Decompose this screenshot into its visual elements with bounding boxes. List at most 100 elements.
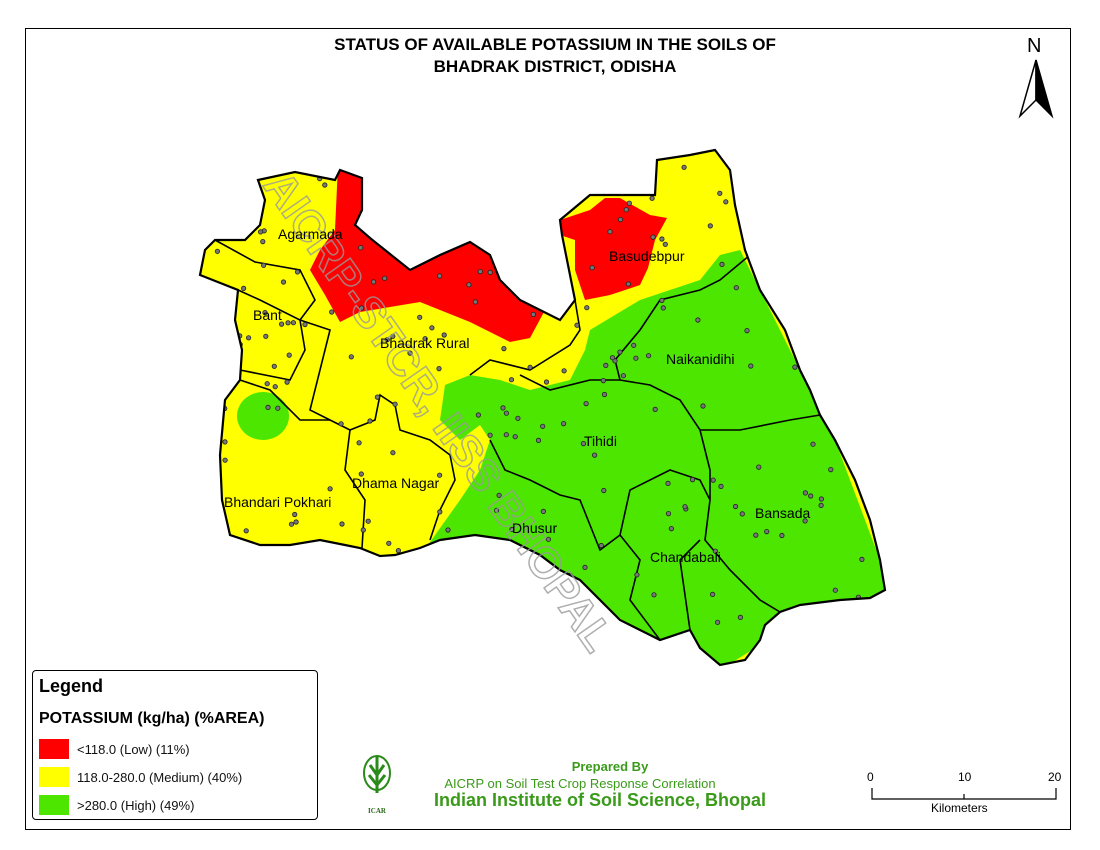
sample-point	[386, 540, 392, 546]
sample-point	[617, 349, 623, 355]
sample-point	[723, 199, 729, 205]
sample-point	[219, 234, 225, 240]
sample-point	[263, 652, 269, 658]
sample-point	[460, 202, 467, 208]
sample-point	[285, 320, 291, 326]
map-title: STATUS OF AVAILABLE POTASSIUM IN THE SOI…	[200, 34, 910, 78]
sample-point	[818, 502, 824, 508]
sample-point	[707, 223, 713, 229]
scale-line	[871, 788, 1057, 800]
legend-item-medium: 118.0-280.0 (Medium) (40%)	[39, 767, 242, 787]
sample-point	[739, 511, 745, 517]
sample-point	[436, 273, 443, 279]
label-dhusur: Dhusur	[512, 520, 557, 536]
sample-point	[306, 543, 312, 550]
sample-point	[774, 204, 780, 210]
sample-point	[226, 351, 232, 358]
sample-point	[390, 333, 396, 339]
sample-point	[438, 646, 444, 652]
sample-point	[765, 649, 772, 655]
sample-point	[737, 614, 744, 621]
sample-point	[633, 355, 639, 361]
sample-point	[601, 391, 608, 398]
scale-bar: 0 10 20 Kilometers	[865, 770, 1065, 820]
sample-point	[649, 195, 655, 201]
sample-point	[810, 441, 816, 447]
sample-point	[405, 631, 411, 638]
sample-point	[509, 526, 515, 533]
sample-point	[287, 553, 293, 560]
legend: Legend POTASSIUM (kg/ha) (%AREA) <118.0 …	[32, 670, 318, 820]
sample-point	[508, 377, 515, 383]
sample-point	[732, 503, 739, 510]
sample-point	[475, 412, 481, 418]
sample-point	[360, 527, 366, 533]
sample-point	[503, 410, 509, 416]
legend-label-high: >280.0 (High) (49%)	[77, 797, 195, 813]
north-label: N	[1027, 35, 1041, 57]
sample-point	[420, 237, 426, 243]
sample-point	[416, 168, 422, 174]
sample-point	[835, 271, 841, 277]
credit-org: AICRP on Soil Test Crop Response Correla…	[444, 776, 716, 791]
label-naikanidihi: Naikanidihi	[666, 351, 734, 367]
sample-point	[508, 589, 514, 595]
sample-point	[689, 476, 696, 483]
sample-point	[574, 322, 580, 328]
label-bhadrak-rural: Bhadrak Rural	[380, 335, 470, 351]
sample-point	[318, 650, 324, 656]
sample-point	[503, 432, 509, 438]
sample-point	[241, 285, 247, 291]
label-chandabali: Chandabali	[650, 549, 721, 565]
sample-point	[660, 305, 666, 311]
sample-point	[256, 620, 262, 626]
sample-point	[414, 565, 420, 572]
sample-point	[284, 379, 290, 385]
sample-point	[814, 209, 820, 215]
sample-point	[714, 619, 721, 625]
sample-point	[540, 423, 546, 429]
title-line-2: BHADRAK DISTRICT, ODISHA	[433, 57, 677, 76]
sample-point	[208, 535, 214, 541]
map-frame	[25, 28, 1071, 830]
sample-point	[222, 457, 228, 463]
zone-high-west	[237, 392, 289, 440]
label-bhandari-pokhari: Bhandari Pokhari	[224, 494, 331, 510]
sample-point	[260, 262, 267, 268]
sample-point	[392, 401, 398, 407]
sample-point	[712, 548, 719, 554]
sample-point	[582, 564, 588, 571]
sample-point	[569, 183, 576, 189]
sample-point	[257, 167, 264, 174]
north-arrow: N	[1018, 35, 1054, 119]
sample-point	[477, 268, 483, 275]
sample-point	[536, 203, 542, 210]
sample-point	[617, 217, 624, 223]
sample-point	[358, 245, 364, 251]
district-boundary	[198, 148, 887, 667]
sample-point	[257, 229, 264, 235]
sample-point	[515, 590, 521, 596]
sample-point	[502, 200, 508, 206]
sample-point	[514, 159, 520, 165]
sample-point	[466, 282, 472, 288]
sample-point	[467, 173, 473, 179]
legend-swatch-medium	[39, 767, 69, 787]
sample-point	[847, 309, 854, 315]
sample-point	[532, 282, 538, 288]
label-dhama-nagar: Dhama Nagar	[352, 475, 439, 491]
sample-point	[634, 572, 640, 578]
sample-point	[744, 327, 750, 334]
sample-point	[560, 420, 567, 427]
label-bant: Bant	[253, 307, 282, 323]
sample-point	[540, 508, 547, 514]
sample-point	[718, 483, 724, 489]
sample-point	[535, 437, 542, 443]
sample-point	[402, 656, 408, 662]
sample-point	[601, 487, 607, 494]
sample-point	[508, 202, 514, 208]
block-boundary-line	[619, 534, 661, 641]
sample-point	[709, 591, 716, 598]
sample-point	[580, 440, 587, 447]
